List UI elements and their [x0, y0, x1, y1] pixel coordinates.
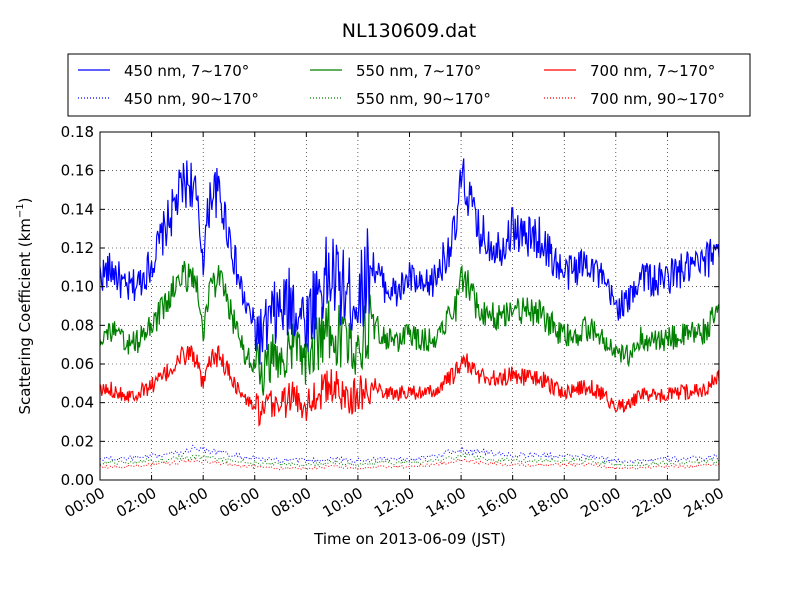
legend-box [67, 53, 751, 117]
y-tick-label: 0.02 [61, 432, 94, 450]
series-line-blue_total [99, 158, 720, 365]
y-tick-label: 0.14 [61, 200, 94, 218]
y-axis-label-main: Scattering Coefficient (km [16, 218, 34, 414]
legend-label-blue_back: 450 nm, 90∼170° [124, 90, 259, 108]
y-tick-label: 0.18 [61, 123, 94, 141]
plot-area [100, 132, 719, 480]
series-line-green_total [99, 260, 720, 396]
y-axis-label: Scattering Coefficient (km−1) [15, 197, 34, 414]
y-axis-label-superscript: −1 [15, 203, 26, 218]
y-tick-label: 0.08 [61, 316, 94, 334]
series-line-green_back [99, 453, 720, 467]
y-tick-label: 0.10 [61, 278, 94, 296]
legend-label-red_back: 700 nm, 90∼170° [590, 90, 725, 108]
axis-ticks [99, 131, 720, 481]
series-line-blue_back [99, 444, 720, 465]
x-axis-label: Time on 2013-06-09 (JST) [313, 530, 506, 548]
series-line-red_total [99, 345, 720, 427]
chart-title: NL130609.dat [342, 20, 477, 42]
legend-label-blue_total: 450 nm, 7∼170° [124, 62, 249, 80]
legend-label-green_total: 550 nm, 7∼170° [356, 62, 481, 80]
y-tick-label: 0.04 [61, 394, 94, 412]
y-axis-label-end: ) [16, 197, 34, 203]
series-layer [99, 158, 720, 471]
y-tick-label: 0.16 [61, 162, 94, 180]
y-tick-labels: 0.00 0.02 0.04 0.06 0.08 0.10 0.12 0.14 0.16 0.18 [61, 123, 94, 489]
y-tick-label: 0.00 [61, 471, 94, 489]
legend-label-red_total: 700 nm, 7∼170° [590, 62, 715, 80]
y-tick-label: 0.12 [61, 239, 94, 257]
legend-label-green_back: 550 nm, 90∼170° [356, 90, 491, 108]
y-tick-label: 0.06 [61, 355, 94, 373]
legend: 450 nm, 7∼170° 550 nm, 7∼170° 700 nm, 7∼17… [78, 62, 725, 108]
